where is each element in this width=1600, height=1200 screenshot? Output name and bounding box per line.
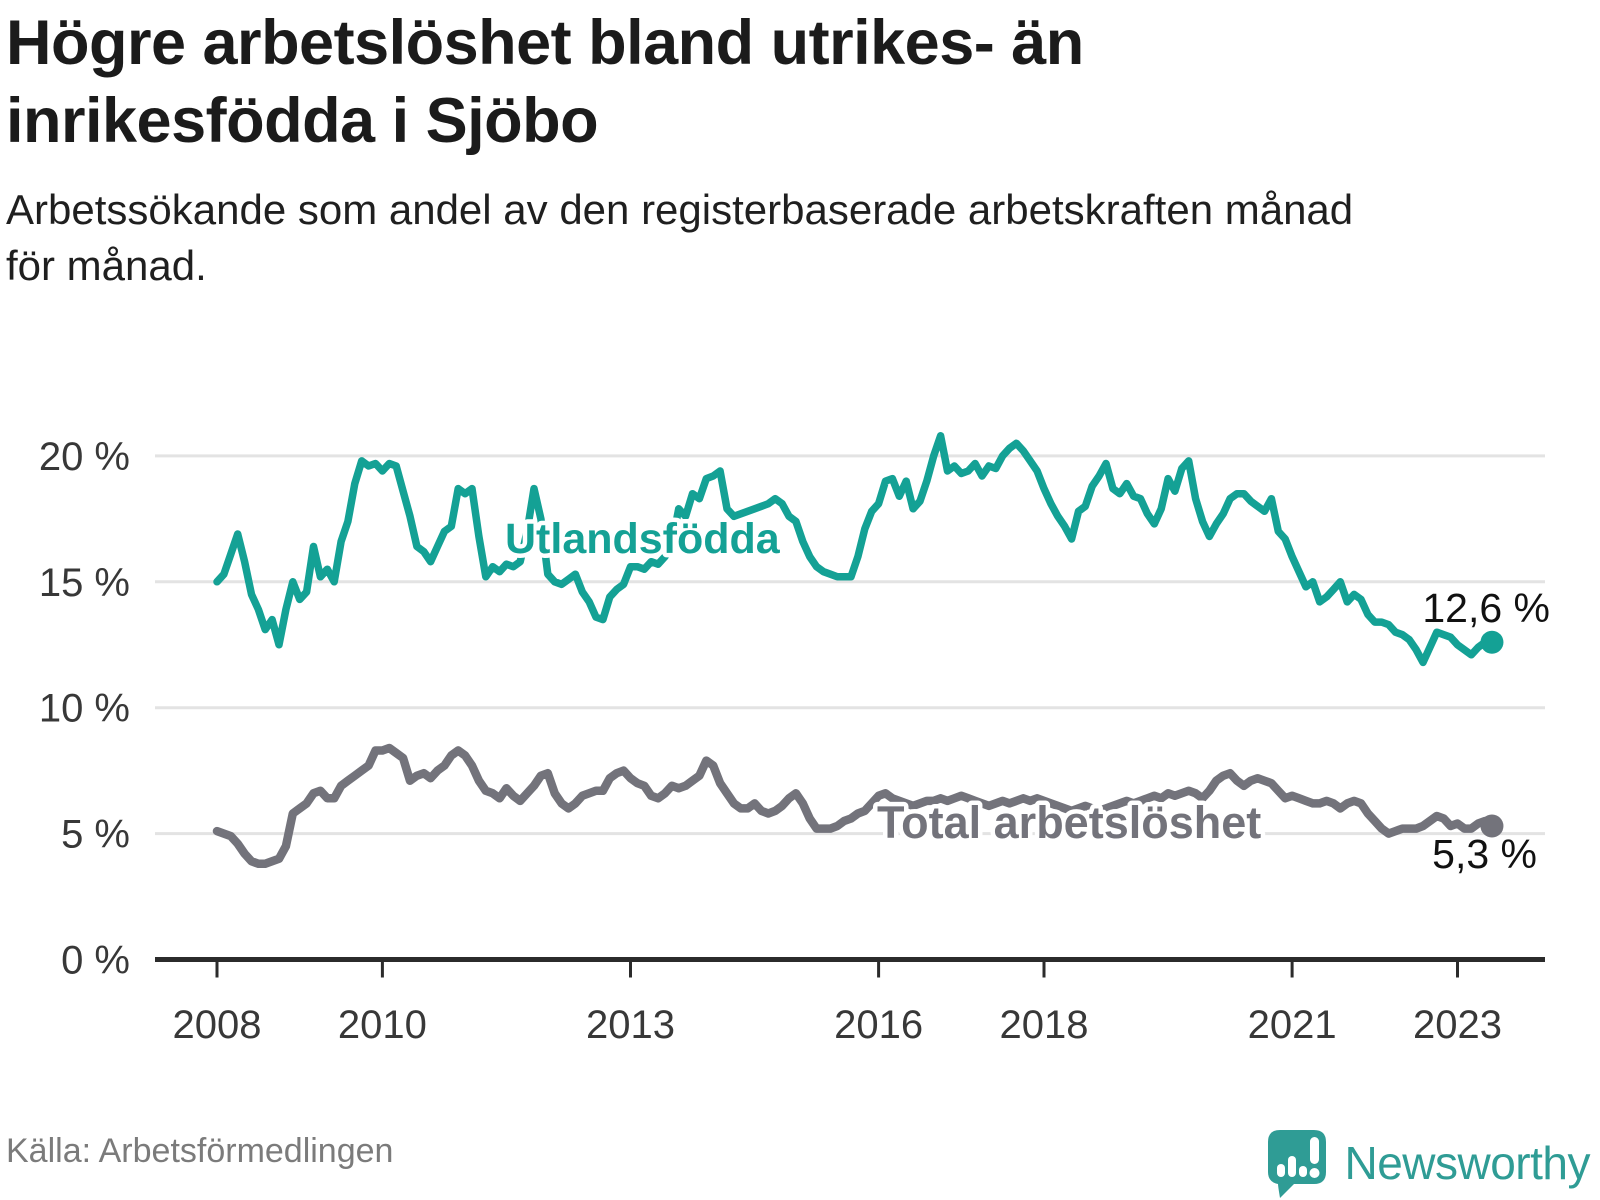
series-line-utlandsfodda — [213, 432, 1496, 667]
x-tick-label: 2016 — [834, 1003, 923, 1047]
page-subtitle: Arbetssökande som andel av den registerb… — [6, 182, 1353, 294]
newsworthy-logo-icon — [1268, 1130, 1327, 1198]
series-line-total — [212, 743, 1497, 869]
x-tick-label: 2008 — [173, 1003, 262, 1047]
page-subtitle-line1: Arbetssökande som andel av den registerb… — [6, 186, 1354, 233]
y-tick-label: 15 % — [39, 561, 130, 605]
x-tick-label: 2010 — [338, 1003, 427, 1047]
newsworthy-logo: Newsworthy — [1266, 1128, 1590, 1198]
y-tick-label: 0 % — [61, 939, 130, 983]
page-title: Högre arbetslöshet bland utrikes- än inri… — [6, 4, 1084, 160]
y-tick-label: 5 % — [61, 813, 130, 857]
x-tick-label: 2013 — [586, 1003, 675, 1047]
x-tick-label: 2021 — [1248, 1003, 1337, 1047]
source-note: Källa: Arbetsförmedlingen — [6, 1132, 394, 1170]
series-end-dot — [1480, 630, 1504, 654]
page-title-line1: Högre arbetslöshet bland utrikes- än — [6, 8, 1084, 78]
x-tick-label: 2018 — [1000, 1003, 1089, 1047]
y-tick-label: 20 % — [39, 435, 130, 479]
series-end-dot — [1480, 814, 1504, 838]
series-label-utlandsfodda: Utlandsfödda — [505, 515, 781, 563]
series-end-value: 5,3 % — [1432, 831, 1537, 877]
page-title-line2: inrikesfödda i Sjöbo — [6, 86, 599, 157]
page-subtitle-line2: för månad. — [6, 241, 207, 289]
series-end-value: 12,6 % — [1422, 585, 1550, 631]
newsworthy-logo-text: Newsworthy — [1344, 1137, 1590, 1189]
series-label-total: Total arbetslöshet — [877, 797, 1261, 848]
y-tick-label: 10 % — [39, 687, 130, 731]
x-tick-label: 2023 — [1413, 1003, 1502, 1047]
